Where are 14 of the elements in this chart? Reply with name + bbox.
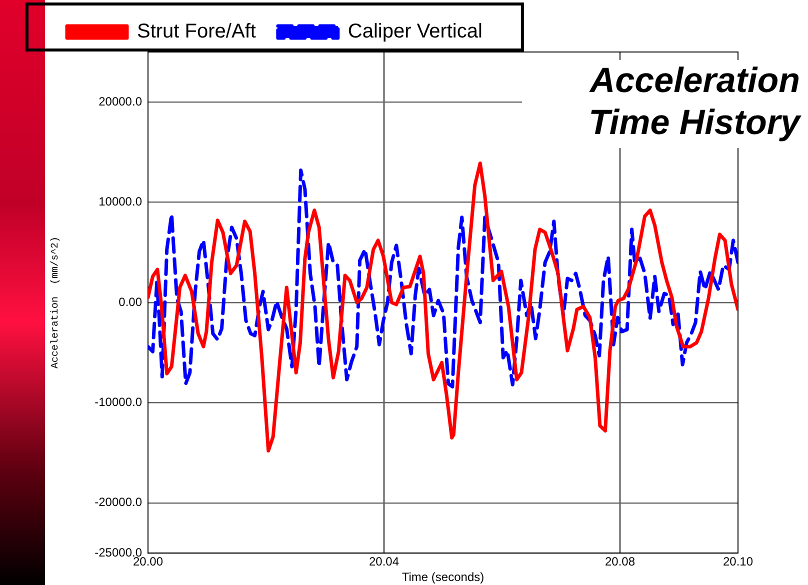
y-tick-label: 20000.0: [98, 94, 142, 108]
y-tick-label: -20000.0: [94, 495, 142, 510]
y-axis-title: Acceleration (mm/s^2): [50, 236, 62, 369]
y-tick-label: -10000.0: [94, 395, 142, 410]
x-tick-label: 20.10: [722, 554, 754, 569]
y-tick-label: 0.00: [118, 294, 142, 309]
text: Acceleration Time History: [522, 60, 808, 148]
legend-label: Strut Fore/Aft: [137, 20, 256, 43]
x-axis-title: Time (seconds): [402, 570, 484, 584]
y-tick-label: 10000.0: [98, 194, 142, 209]
line-series: [148, 168, 738, 388]
x-tick-label: 20.04: [368, 554, 400, 569]
legend-label: Caliper Vertical: [348, 20, 482, 43]
x-tick-label: 20.08: [604, 554, 636, 569]
